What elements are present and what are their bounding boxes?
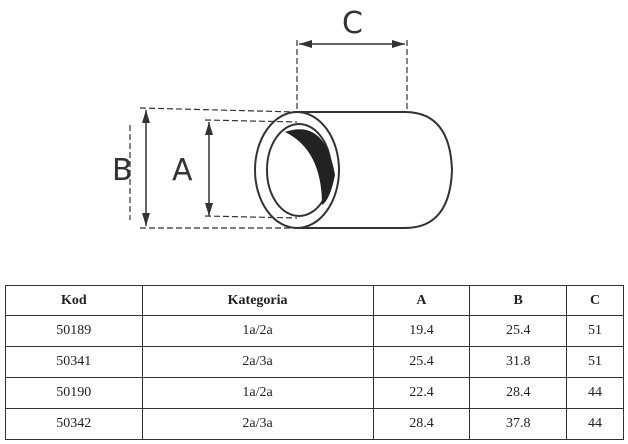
header-kod: Kod xyxy=(5,285,143,316)
cell-b: 28.4 xyxy=(469,377,568,409)
cell-kategoria: 1a/2a xyxy=(141,377,374,409)
cell-kod: 50190 xyxy=(5,377,143,409)
tube-dimension-diagram: C B A xyxy=(112,6,454,229)
cell-c: 51 xyxy=(566,315,624,347)
cell-b: 37.8 xyxy=(469,408,568,440)
cell-a: 25.4 xyxy=(372,346,471,378)
cell-a: 22.4 xyxy=(372,377,471,409)
cell-a: 28.4 xyxy=(372,408,471,440)
cell-c: 44 xyxy=(566,408,624,440)
dimensions-table: Kod Kategoria A B C 50189 1a/2a 19.4 25.… xyxy=(5,285,624,440)
header-a: A xyxy=(372,285,471,316)
table-row: 50342 2a/3a 28.4 37.8 44 xyxy=(5,408,624,440)
cell-a: 19.4 xyxy=(372,315,471,347)
cell-kategoria: 2a/3a xyxy=(141,346,374,378)
cell-c: 51 xyxy=(566,346,624,378)
table-header-row: Kod Kategoria A B C xyxy=(5,285,624,316)
cell-kod: 50342 xyxy=(5,408,143,440)
table-row: 50341 2a/3a 25.4 31.8 51 xyxy=(5,346,624,378)
table-row: 50189 1a/2a 19.4 25.4 51 xyxy=(5,315,624,347)
label-c: C xyxy=(342,6,363,41)
header-b: B xyxy=(469,285,568,316)
cell-kategoria: 2a/3a xyxy=(141,408,374,440)
cell-kod: 50341 xyxy=(5,346,143,378)
cell-kod: 50189 xyxy=(5,315,143,347)
header-kategoria: Kategoria xyxy=(141,285,374,316)
label-b: B xyxy=(112,153,133,188)
cell-b: 25.4 xyxy=(469,315,568,347)
cell-c: 44 xyxy=(566,377,624,409)
tube-body xyxy=(295,111,454,229)
cell-kategoria: 1a/2a xyxy=(141,315,374,347)
label-a: A xyxy=(172,153,193,188)
header-c: C xyxy=(566,285,624,316)
cell-b: 31.8 xyxy=(469,346,568,378)
table-row: 50190 1a/2a 22.4 28.4 44 xyxy=(5,377,624,409)
